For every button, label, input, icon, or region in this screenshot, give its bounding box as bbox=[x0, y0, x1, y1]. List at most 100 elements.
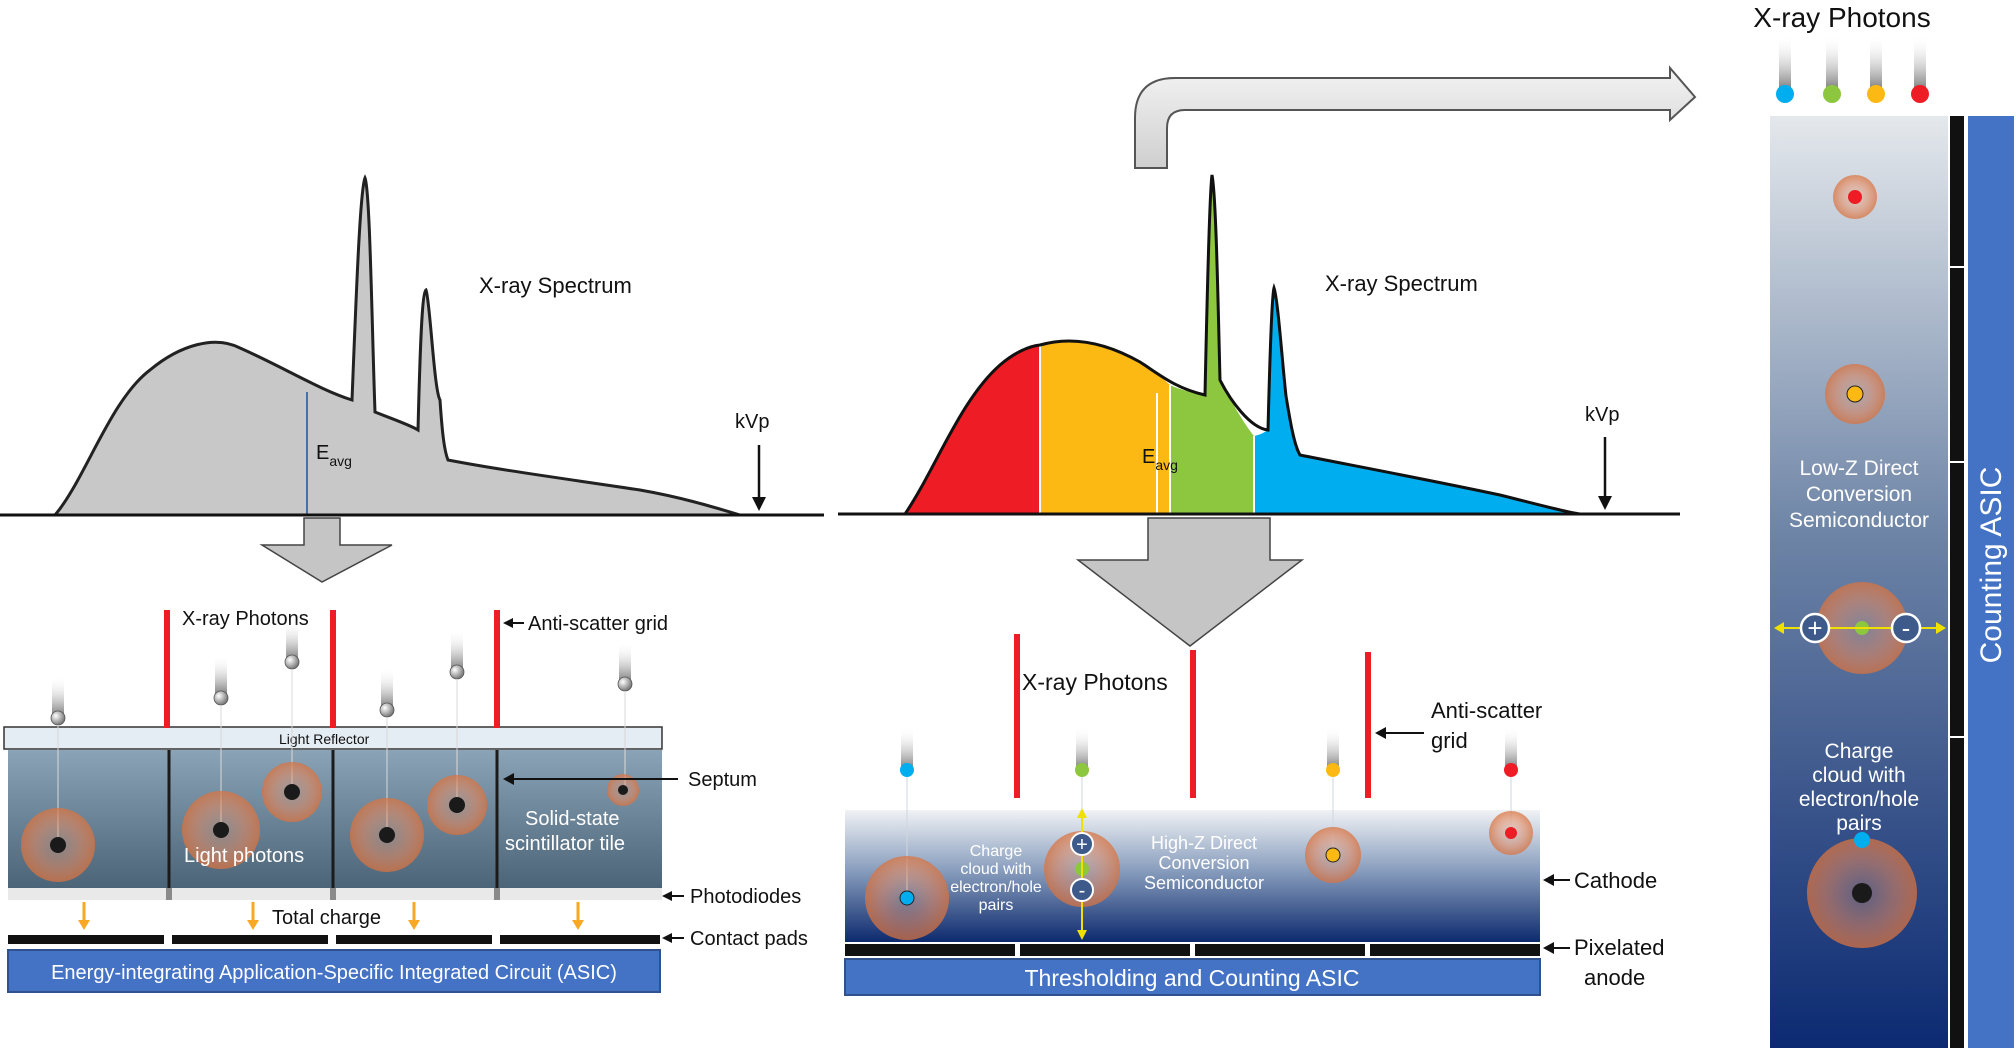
middle-asic-box bbox=[844, 958, 1541, 996]
photodiodes-pointer-head bbox=[662, 891, 672, 901]
cloud-blue bbox=[865, 856, 949, 940]
anode-pixel-2 bbox=[1020, 944, 1190, 956]
hiz-semiconductor bbox=[845, 810, 1540, 942]
anode-pixel-1 bbox=[845, 944, 1015, 956]
bent-arrow bbox=[1134, 65, 1697, 169]
contact-pad-3 bbox=[336, 935, 492, 944]
light-halo-5 bbox=[427, 775, 487, 835]
left-kvp-arrowhead bbox=[752, 497, 766, 511]
mid-cloud-line-4: pairs bbox=[979, 897, 1014, 914]
right-cloud-line-2: cloud with bbox=[1812, 764, 1905, 787]
mid-antiscatter-label-2: grid bbox=[1431, 728, 1468, 753]
light-halo-2 bbox=[182, 791, 260, 869]
right-photon-red bbox=[1911, 35, 1929, 103]
mid-grid-bar-3 bbox=[1365, 652, 1371, 798]
anode-pixel-4 bbox=[1370, 944, 1540, 956]
left-eavg-label: Eavg bbox=[316, 442, 352, 469]
loz-label-2: Conversion bbox=[1806, 483, 1912, 506]
contact-pads-label: Contact pads bbox=[690, 928, 808, 950]
middle-down-arrow bbox=[1075, 517, 1305, 647]
right-cloud-blue bbox=[1807, 832, 1917, 948]
light-halo-1 bbox=[21, 808, 95, 882]
hiz-label-2: Conversion bbox=[1158, 853, 1249, 873]
cloud-orange bbox=[1305, 827, 1361, 883]
bin-orange bbox=[1040, 341, 1170, 514]
light-reflector-label: Light Reflector bbox=[279, 731, 370, 747]
gray-photon-6 bbox=[617, 642, 633, 786]
mid-antiscatter-pointer-head bbox=[1375, 727, 1386, 739]
light-photons-label: Light photons bbox=[184, 845, 304, 867]
total-charge-label: Total charge bbox=[272, 907, 381, 929]
cathode-label: Cathode bbox=[1574, 868, 1657, 893]
anode-label-1: Pixelated bbox=[1574, 935, 1665, 960]
left-spectrum-label: X-ray Spectrum bbox=[479, 273, 632, 298]
right-plus-sign: + bbox=[1807, 613, 1822, 643]
scintillator-label-1: Solid-state bbox=[525, 808, 620, 830]
mid-cloud-line-1: Charge bbox=[970, 843, 1023, 860]
right-cloud-line-3: electron/hole bbox=[1799, 788, 1919, 811]
left-asic-label: Energy-integrating Application-Specific … bbox=[51, 962, 617, 984]
scintillator-tile bbox=[8, 750, 662, 888]
right-asic-box bbox=[1968, 116, 2014, 1048]
right-minus-icon bbox=[1890, 612, 1922, 644]
contact-pad-4 bbox=[500, 935, 660, 944]
mid-cloud-line-2: cloud with bbox=[960, 861, 1031, 878]
septum-pointer-head bbox=[503, 773, 514, 785]
left-grid-bar-1 bbox=[164, 610, 170, 728]
right-cloud-orange bbox=[1825, 364, 1885, 424]
mid-antiscatter-label-1: Anti-scatter bbox=[1431, 698, 1542, 723]
middle-kvp-label: kVp bbox=[1585, 404, 1619, 426]
mid-grid-bar-1 bbox=[1014, 634, 1020, 798]
middle-kvp-arrowhead bbox=[1598, 496, 1612, 510]
right-cloud-line-4: pairs bbox=[1836, 812, 1882, 835]
loz-label-1: Low-Z Direct bbox=[1799, 457, 1918, 480]
right-photons-label: X-ray Photons bbox=[1753, 2, 1930, 33]
mid-plus-sign: + bbox=[1076, 834, 1088, 856]
left-grid-bar-3 bbox=[494, 610, 500, 728]
left-photons-label: X-ray Photons bbox=[182, 608, 309, 630]
middle-spectrum-label: X-ray Spectrum bbox=[1325, 271, 1478, 296]
photodiode-sep-1 bbox=[166, 888, 172, 900]
hiz-label-1: High-Z Direct bbox=[1151, 833, 1257, 853]
left-kvp-label: kVp bbox=[735, 411, 769, 433]
loz-label-3: Semiconductor bbox=[1789, 509, 1929, 532]
right-photon-orange bbox=[1867, 35, 1885, 103]
charge-arrow-3 bbox=[408, 902, 420, 930]
gray-photon-4 bbox=[379, 668, 395, 835]
antiscatter-pointer-head bbox=[503, 618, 513, 628]
left-detector: Light Reflector X-ray Photons Anti-scatt… bbox=[3, 608, 808, 993]
bin-blue bbox=[1254, 288, 1580, 514]
right-detector: X-ray Photons Low-Z Direct Conversion Se… bbox=[1753, 2, 2014, 1048]
septum-label: Septum bbox=[688, 769, 757, 791]
bin-red bbox=[905, 345, 1040, 514]
mid-minus-icon bbox=[1070, 878, 1094, 902]
mid-plus-icon bbox=[1070, 832, 1094, 856]
light-halo-6 bbox=[607, 774, 639, 806]
mid-grid-bar-2 bbox=[1190, 650, 1196, 798]
mid-charge-separation: + - bbox=[1070, 808, 1094, 940]
photodiode-sep-3 bbox=[494, 888, 500, 900]
photon-green bbox=[1075, 727, 1089, 812]
charge-arrow-2 bbox=[247, 902, 259, 930]
right-cloud-red bbox=[1833, 175, 1877, 219]
left-spectrum-area bbox=[51, 174, 741, 517]
mid-cloud-line-3: electron/hole bbox=[950, 879, 1042, 896]
cathode-pointer-head bbox=[1543, 874, 1554, 886]
right-asic-label: Counting ASIC bbox=[1975, 467, 2008, 664]
left-spectrum: X-ray Spectrum Eavg kVp bbox=[0, 174, 824, 517]
light-halo-4 bbox=[350, 798, 424, 872]
right-cloud-green: + - bbox=[1774, 582, 1946, 674]
gray-photon-2 bbox=[213, 655, 229, 830]
right-minus-sign: - bbox=[1902, 613, 1911, 643]
mid-minus-sign: - bbox=[1079, 880, 1086, 902]
right-anode-strip bbox=[1950, 116, 1964, 1048]
photodiodes-label: Photodiodes bbox=[690, 886, 801, 908]
left-down-arrow bbox=[259, 517, 393, 583]
right-plus-icon bbox=[1799, 612, 1831, 644]
bin-green bbox=[1170, 175, 1254, 514]
scintillator-label-2: scintillator tile bbox=[505, 833, 625, 855]
middle-detector: X-ray Photons Anti-scatter grid bbox=[844, 634, 1665, 996]
middle-spectrum-outline bbox=[903, 174, 1581, 516]
charge-arrow-4 bbox=[572, 902, 584, 930]
